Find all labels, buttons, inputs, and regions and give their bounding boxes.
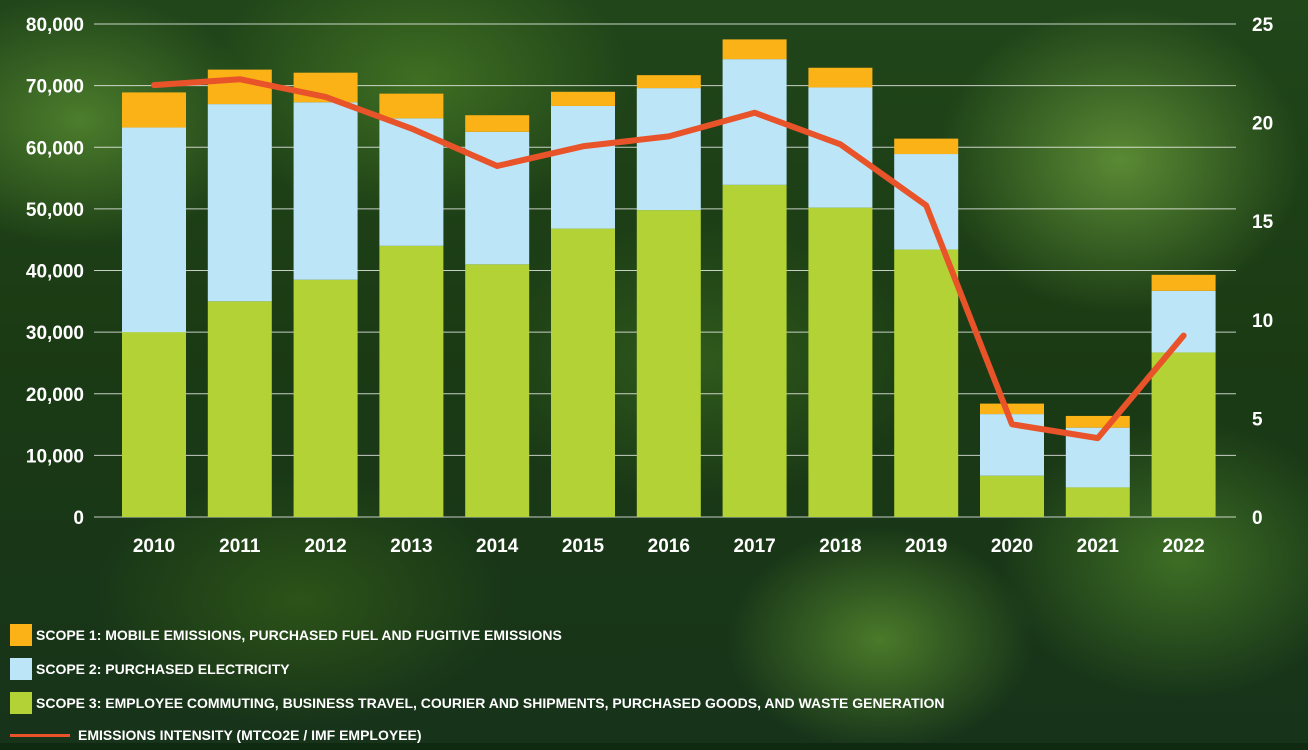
bar-segment-scope1 (207, 69, 272, 105)
legend-item-scope3: SCOPE 3: EMPLOYEE COMMUTING, BUSINESS TR… (10, 686, 945, 720)
bar-segment-scope3 (722, 184, 787, 517)
left-axis-ticks: 80,000 70,000 60,000 50,000 40,000 30,000 20,0… (26, 15, 84, 529)
bar-segment-scope3 (980, 475, 1044, 517)
bar-segment-scope2 (636, 88, 701, 211)
bar-segment-scope1 (894, 138, 959, 155)
legend: SCOPE 1: MOBILE EMISSIONS, PURCHASED FUE… (10, 618, 945, 750)
legend-item-intensity: EMISSIONS INTENSITY (MTCO2E / IMF EMPLOY… (10, 720, 945, 750)
bar-segment-scope1 (379, 93, 444, 119)
x-axis-ticks: 2010 2011 2012 2013 2014 2015 2016 2017 2018 2019… (133, 536, 1205, 557)
x-tick-label: 2010 (133, 536, 175, 557)
bar-segment-scope2 (122, 127, 186, 333)
x-tick-label: 2021 (1077, 536, 1120, 557)
x-tick-label: 2011 (219, 536, 261, 557)
bar-segment-scope1 (1151, 274, 1216, 291)
left-tick-label: 80,000 (26, 15, 84, 36)
legend-line-intensity (10, 733, 70, 737)
stacked-bars (122, 39, 1216, 518)
bar-segment-scope3 (293, 279, 358, 517)
bar-segment-scope3 (1065, 487, 1130, 517)
x-tick-label: 2018 (819, 536, 861, 557)
intensity-line-path (151, 76, 1187, 442)
bar-segment-scope1 (465, 115, 530, 132)
bar-segment-scope2 (1151, 290, 1216, 353)
x-tick-label: 2014 (476, 536, 519, 557)
left-tick-label: 0 (73, 508, 84, 529)
bar-segment-scope3 (894, 249, 959, 518)
bar-segment-scope1 (636, 75, 701, 89)
x-tick-label: 2013 (390, 536, 432, 557)
left-tick-label: 60,000 (26, 138, 84, 159)
bar-segment-scope3 (465, 264, 530, 517)
bar-segment-scope1 (722, 39, 787, 60)
left-tick-label: 10,000 (26, 446, 84, 467)
bar-segment-scope2 (551, 105, 615, 229)
left-tick-label: 50,000 (26, 200, 84, 221)
legend-label-scope3: SCOPE 3: EMPLOYEE COMMUTING, BUSINESS TR… (36, 695, 945, 711)
legend-item-scope2: SCOPE 2: PURCHASED ELECTRICITY (10, 652, 945, 686)
bar-segment-scope2 (207, 104, 272, 302)
bar-segment-scope1 (808, 67, 873, 88)
legend-label-intensity: EMISSIONS INTENSITY (MTCO2E / IMF EMPLOY… (78, 727, 422, 743)
left-tick-label: 70,000 (26, 77, 84, 98)
right-axis-ticks: 25 20 15 10 5 0 (1252, 15, 1274, 529)
bar-segment-scope3 (122, 332, 186, 517)
left-tick-label: 20,000 (26, 385, 84, 406)
right-tick-label: 15 (1252, 212, 1274, 233)
x-tick-label: 2012 (304, 536, 346, 557)
bar-segment-scope3 (808, 207, 873, 517)
bar-segment-scope3 (636, 210, 701, 518)
bar-segment-scope2 (465, 131, 530, 265)
bar-segment-scope1 (1065, 415, 1130, 428)
bar-segment-scope1 (122, 92, 186, 128)
bar-segment-scope1 (551, 91, 615, 106)
intensity-line (151, 76, 1187, 442)
legend-item-scope1: SCOPE 1: MOBILE EMISSIONS, PURCHASED FUE… (10, 618, 945, 652)
bar-segment-scope3 (1151, 352, 1216, 517)
x-tick-label: 2022 (1162, 536, 1204, 557)
bar-segment-scope2 (293, 102, 358, 280)
bar-segment-scope3 (207, 301, 272, 517)
right-tick-label: 0 (1252, 508, 1263, 529)
legend-label-scope2: SCOPE 2: PURCHASED ELECTRICITY (36, 661, 290, 677)
x-tick-label: 2019 (905, 536, 947, 557)
left-tick-label: 30,000 (26, 323, 84, 344)
right-tick-label: 10 (1252, 311, 1273, 332)
legend-swatch-scope3 (10, 692, 32, 714)
bar-segment-scope3 (551, 228, 615, 517)
right-tick-label: 20 (1252, 114, 1273, 135)
x-tick-label: 2016 (648, 536, 690, 557)
x-tick-label: 2020 (991, 536, 1033, 557)
bar-segment-scope1 (980, 403, 1044, 415)
x-tick-label: 2015 (562, 536, 605, 557)
x-tick-label: 2017 (733, 536, 775, 557)
right-tick-label: 25 (1252, 15, 1274, 36)
legend-label-scope1: SCOPE 1: MOBILE EMISSIONS, PURCHASED FUE… (36, 627, 562, 643)
legend-swatch-scope2 (10, 658, 32, 680)
right-tick-label: 5 (1252, 409, 1263, 430)
legend-swatch-scope1 (10, 624, 32, 646)
bar-segment-scope3 (379, 245, 444, 517)
left-tick-label: 40,000 (26, 262, 84, 283)
